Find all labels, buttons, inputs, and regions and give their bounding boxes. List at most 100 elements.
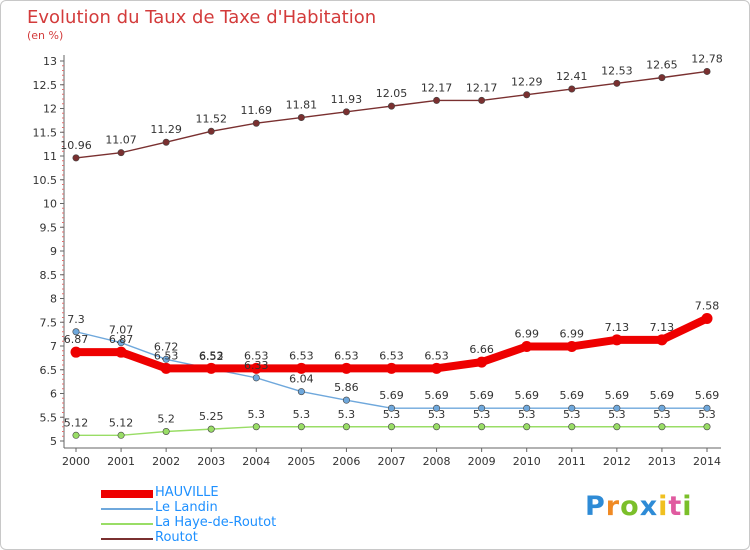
data-label: 6.72 — [154, 340, 179, 353]
x-tick-label: 2000 — [62, 455, 90, 468]
data-label: 12.65 — [646, 59, 678, 72]
data-label: 11.69 — [241, 104, 273, 117]
data-label: 12.17 — [421, 81, 453, 94]
y-tick-label: 11 — [43, 150, 57, 163]
data-point — [160, 362, 172, 374]
data-label: 6.53 — [289, 349, 314, 362]
y-tick-label: 11.5 — [33, 126, 58, 139]
data-label: 5.69 — [379, 389, 404, 402]
data-label: 5.69 — [424, 389, 449, 402]
y-tick-label: 8.5 — [40, 269, 58, 282]
data-label: 6.53 — [334, 349, 359, 362]
y-tick-label: 12 — [43, 103, 57, 116]
x-tick-label: 2010 — [513, 455, 541, 468]
data-point — [342, 108, 350, 116]
data-point — [478, 96, 486, 104]
data-point — [613, 423, 621, 431]
data-point — [297, 423, 305, 431]
data-label: 12.05 — [376, 87, 408, 100]
data-label: 6.99 — [514, 327, 539, 340]
data-point — [205, 362, 217, 374]
y-tick-label: 12.5 — [33, 79, 58, 92]
y-tick-label: 5.5 — [40, 411, 58, 424]
data-point — [568, 404, 576, 412]
data-point — [250, 362, 262, 374]
data-label: 5.69 — [469, 389, 494, 402]
chart-unit: (en %) — [27, 29, 64, 42]
data-point — [162, 427, 170, 435]
x-tick-label: 2009 — [468, 455, 496, 468]
data-point — [387, 423, 395, 431]
data-label: 12.78 — [691, 52, 723, 65]
data-label: 11.07 — [105, 134, 137, 147]
data-point — [613, 79, 621, 87]
data-point — [523, 404, 531, 412]
data-label: 6.53 — [154, 349, 179, 362]
data-point — [295, 362, 307, 374]
data-point — [252, 374, 260, 382]
data-label: 7.58 — [695, 299, 720, 312]
data-point — [342, 396, 350, 404]
data-point — [658, 423, 666, 431]
data-point — [703, 404, 711, 412]
data-point — [115, 346, 127, 358]
data-label: 5.2 — [157, 413, 175, 426]
data-point — [72, 154, 80, 162]
y-tick-label: 9 — [50, 245, 57, 258]
data-point — [611, 334, 623, 346]
legend-label: HAUVILLE — [155, 485, 219, 500]
data-label: 5.25 — [199, 410, 224, 423]
data-point — [70, 346, 82, 358]
data-label: 5.12 — [109, 416, 134, 429]
data-label: 6.53 — [199, 349, 224, 362]
data-point — [117, 431, 125, 439]
data-point — [566, 340, 578, 352]
data-label: 5.3 — [563, 408, 581, 421]
series-line-3 — [75, 70, 708, 159]
y-tick-label: 5 — [50, 435, 57, 448]
data-point — [386, 362, 397, 374]
data-point — [568, 85, 576, 93]
data-point — [340, 362, 352, 374]
data-label: 5.3 — [293, 408, 311, 421]
legend-swatch — [101, 538, 153, 540]
data-point — [478, 423, 486, 431]
data-label: 6.53 — [424, 349, 449, 362]
x-tick-label: 2003 — [197, 455, 225, 468]
data-label: 5.3 — [608, 408, 626, 421]
data-label: 5.3 — [518, 408, 536, 421]
data-point — [433, 96, 441, 104]
data-label: 5.86 — [334, 381, 359, 394]
y-tick-label: 7.5 — [40, 316, 58, 329]
y-tick-label: 13 — [43, 55, 57, 68]
data-label: 11.81 — [286, 99, 318, 112]
data-point — [162, 355, 170, 363]
y-tick-label: 8 — [50, 293, 57, 306]
data-point — [297, 388, 305, 396]
x-tick-label: 2001 — [107, 455, 135, 468]
data-label: 12.29 — [511, 76, 543, 89]
y-tick-label: 7 — [50, 340, 57, 353]
x-tick-label: 2014 — [693, 455, 721, 468]
data-point — [72, 328, 80, 336]
data-label: 6.53 — [244, 349, 269, 362]
data-label: 5.3 — [428, 408, 446, 421]
data-point — [342, 423, 350, 431]
data-label: 6.66 — [469, 343, 494, 356]
data-point — [703, 423, 711, 431]
data-label: 10.96 — [60, 139, 92, 152]
data-point — [658, 74, 666, 82]
data-point — [703, 67, 711, 75]
data-label: 5.3 — [338, 408, 356, 421]
data-point — [207, 425, 215, 433]
data-label: 6.04 — [289, 373, 314, 386]
data-label: 11.52 — [195, 112, 227, 125]
data-label: 5.69 — [650, 389, 675, 402]
data-label: 12.53 — [601, 64, 633, 77]
data-label: 5.3 — [473, 408, 491, 421]
proxiti-logo: Proxiti — [585, 491, 693, 522]
y-tick-label: 10.5 — [33, 174, 58, 187]
x-tick-label: 2002 — [152, 455, 180, 468]
